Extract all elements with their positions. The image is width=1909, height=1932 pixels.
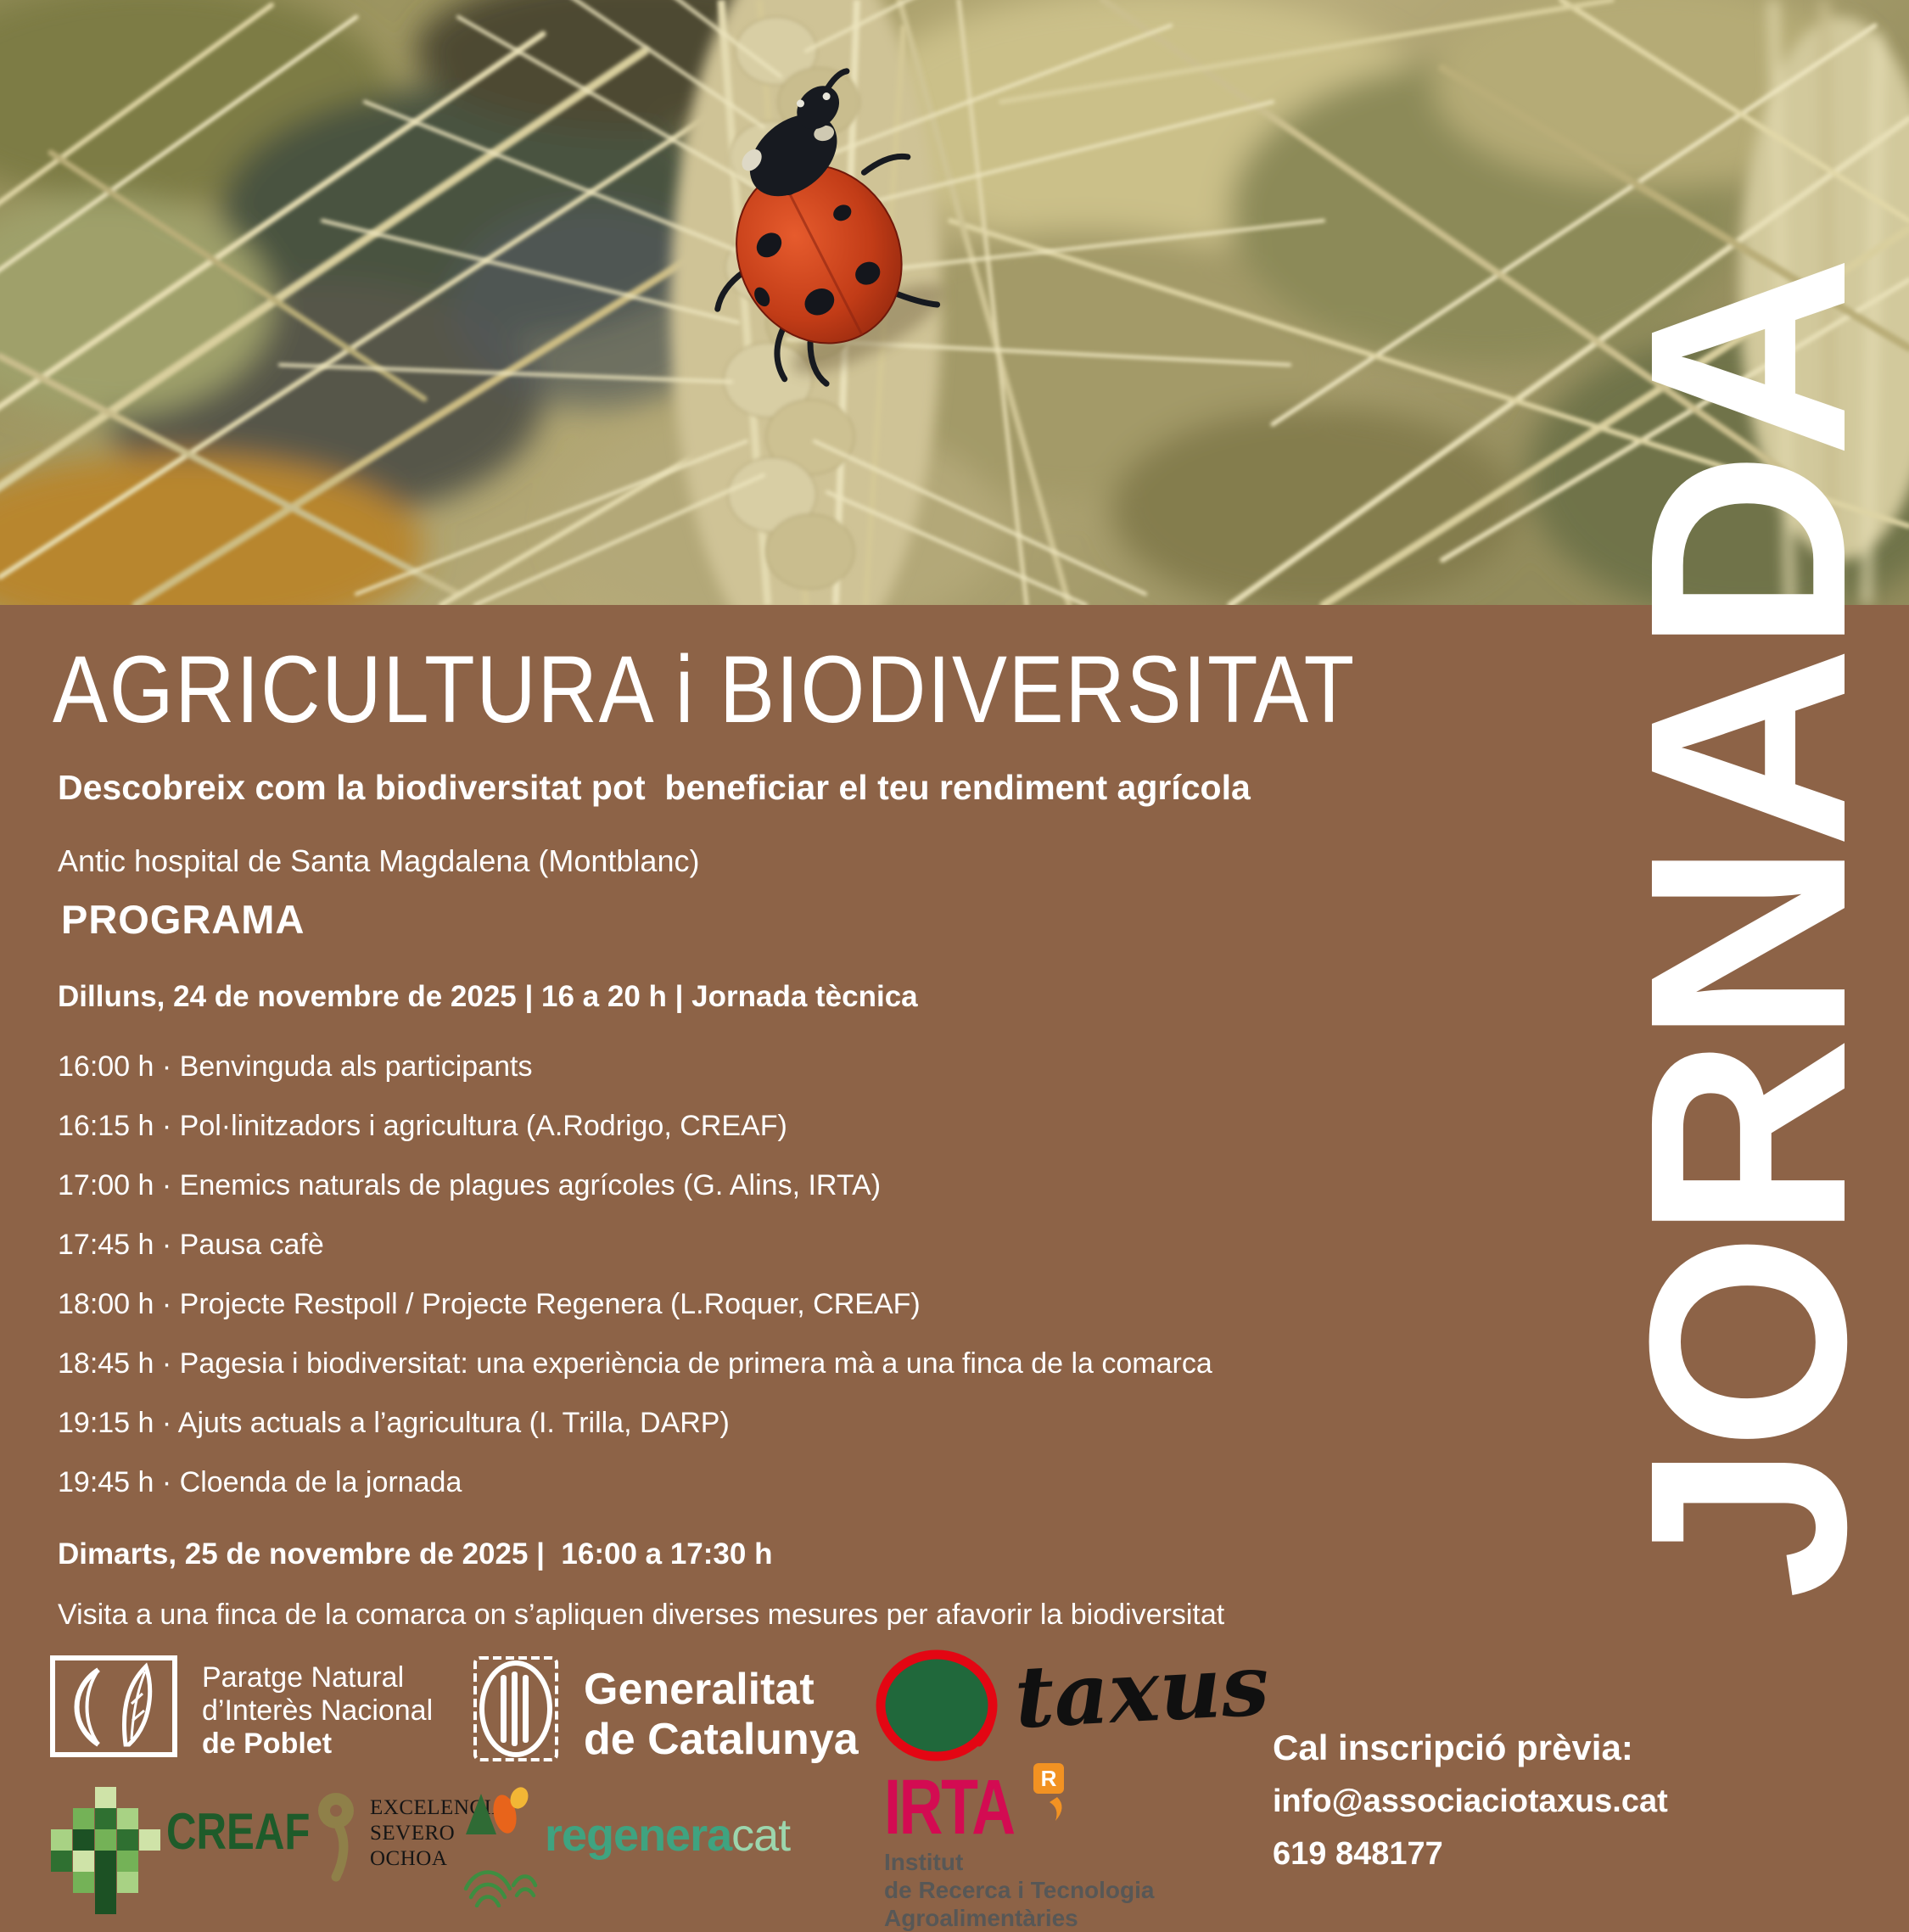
schedule-item: 19:45 h · Cloenda de la jornada [58, 1466, 462, 1498]
regenera-bold: regenera [545, 1810, 732, 1861]
irta-badge-icon: R [1033, 1763, 1072, 1824]
creaf-logo-icon [51, 1787, 161, 1914]
ladybug-icon [714, 68, 944, 387]
schedule-item: 18:45 h · Pagesia i biodiversitat: una e… [58, 1347, 1212, 1380]
poblet-line2: d’Interès Nacional [202, 1694, 434, 1727]
poblet-logo-text: Paratge Natural d’Interès Nacional de Po… [202, 1661, 433, 1761]
event-subtitle: Descobreix com la biodiversitat pot bene… [58, 768, 1251, 807]
schedule-item: 19:15 h · Ajuts actuals a l’agricultura … [58, 1407, 730, 1439]
generalitat-line2: de Catalunya [584, 1715, 859, 1764]
regeneracat-wordmark: regeneracat [545, 1809, 791, 1862]
schedule-item: 17:45 h · Pausa cafè [58, 1229, 324, 1261]
straw-lines [0, 0, 1909, 605]
wheat-field-photo [0, 0, 1909, 605]
regeneracat-icon [462, 1780, 539, 1907]
irta-line3: Agroalimentàries [884, 1905, 1078, 1931]
irta-wordmark: IRTA [884, 1764, 1016, 1851]
poblet-line3: de Poblet [202, 1728, 333, 1760]
regenera-cat: cat [731, 1810, 791, 1861]
registration-heading: Cal inscripció prèvia: [1273, 1728, 1633, 1767]
day2-heading: Dimarts, 25 de novembre de 2025 | 16:00 … [58, 1537, 773, 1571]
generalitat-logo-text: Generalitat de Catalunya [584, 1665, 859, 1765]
generalitat-line1: Generalitat [584, 1665, 815, 1714]
schedule-item: 16:00 h · Benvinguda als participants [58, 1050, 533, 1083]
severo-line3: OCHOA [370, 1847, 448, 1870]
schedule-item: 18:00 h · Projecte Restpoll / Projecte R… [58, 1288, 921, 1320]
irta-line1: Institut [884, 1849, 964, 1875]
jornada-vertical-banner: JORNADA [1591, 262, 1904, 1599]
program-heading: PROGRAMA [61, 897, 305, 942]
schedule-item: 16:15 h · Pol·linitzadors i agricultura … [58, 1110, 787, 1142]
severo-line2: SEVERO [370, 1822, 456, 1845]
day1-heading: Dilluns, 24 de novembre de 2025 | 16 a 2… [58, 980, 918, 1013]
creaf-wordmark: CREAF [166, 1803, 311, 1860]
wheat-photo-illustration [0, 0, 1909, 605]
generalitat-logo-icon [468, 1653, 570, 1765]
svg-text:R: R [1041, 1766, 1057, 1791]
poblet-logo-icon [49, 1655, 178, 1758]
taxus-logo-icon [872, 1648, 1008, 1767]
schedule-item: 17:00 h · Enemics naturals de plagues ag… [58, 1169, 882, 1201]
day2-description: Visita a una finca de la comarca on s’ap… [58, 1599, 1225, 1631]
event-title: AGRICULTURA i BIODIVERSITAT [53, 636, 1356, 742]
poblet-line1: Paratge Natural [202, 1661, 405, 1694]
irta-text: Institut de Recerca i Tecnologia Agroali… [884, 1848, 1155, 1932]
severo-ochoa-icon [316, 1789, 360, 1886]
registration-email: info@associaciotaxus.cat [1273, 1784, 1668, 1819]
event-location: Antic hospital de Santa Magdalena (Montb… [58, 843, 700, 878]
irta-line2: de Recerca i Tecnologia [884, 1877, 1155, 1903]
taxus-wordmark: taxus [1012, 1634, 1272, 1748]
registration-phone: 619 848177 [1273, 1836, 1443, 1872]
